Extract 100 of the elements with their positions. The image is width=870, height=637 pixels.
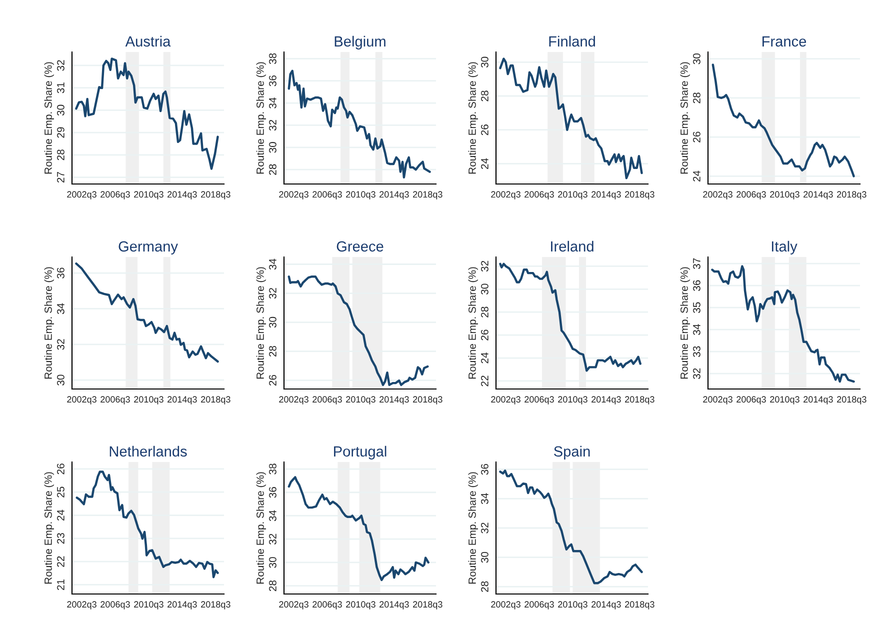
x-tick-label: 2014q3: [168, 191, 197, 200]
y-axis-title: Routine Emp. Share (%): [680, 62, 690, 174]
x-tick-label: 2002q3: [67, 601, 96, 610]
y-tick-label: 21: [57, 579, 64, 590]
y-tick-label: 26: [481, 330, 488, 340]
y-axis-title: Routine Emp. Share (%): [468, 62, 478, 174]
x-tick-label: 2006q3: [524, 601, 554, 610]
y-tick-label: 24: [57, 510, 64, 521]
y-tick-label: 32: [481, 260, 488, 272]
x-tick-label: 2006q3: [736, 191, 766, 200]
x-tick-label: 2010q3: [558, 601, 588, 610]
y-axis-title: Routine Emp. Share (%): [256, 267, 266, 379]
y-tick-label: 24: [481, 352, 488, 364]
y-tick-label: 25: [57, 486, 64, 498]
line-series: [499, 262, 642, 372]
y-tick-label: 26: [269, 374, 276, 386]
y-tick-label: 22: [57, 556, 64, 567]
x-tick-label: 2010q3: [558, 191, 588, 200]
y-tick-label: 26: [57, 464, 64, 474]
y-tick-label: 26: [693, 132, 700, 142]
y-tick-label: 28: [481, 306, 488, 318]
x-tick-label: 2018q3: [201, 191, 230, 200]
y-tick-label: 28: [481, 581, 488, 592]
line-series: [712, 64, 855, 178]
y-tick-label: 30: [481, 284, 488, 295]
x-tick-label: 2002q3: [491, 191, 520, 200]
y-tick-label: 27: [57, 172, 64, 183]
y-axis-title: Routine Emp. Share (%): [680, 267, 690, 379]
y-tick-label: 38: [269, 53, 276, 64]
x-tick-label: 2010q3: [134, 601, 164, 610]
y-axis-title: Routine Emp. Share (%): [44, 62, 54, 174]
x-tick-label: 2006q3: [312, 191, 342, 200]
x-tick-label: 2010q3: [770, 396, 800, 404]
x-tick-label: 2010q3: [134, 396, 164, 404]
y-tick-label: 28: [269, 346, 276, 357]
y-tick-label: 34: [269, 510, 276, 522]
line-series: [288, 275, 429, 386]
x-tick-label: 2014q3: [380, 396, 409, 404]
x-tick-label: 2014q3: [804, 191, 833, 200]
chart-title: France: [762, 36, 806, 47]
y-tick-label: 36: [57, 268, 64, 278]
x-tick-label: 2006q3: [100, 191, 130, 200]
x-tick-label: 2018q3: [625, 191, 654, 200]
line-series: [711, 265, 855, 383]
y-tick-label: 26: [481, 124, 488, 136]
y-tick-label: 32: [269, 534, 276, 544]
x-tick-label: 2014q3: [592, 191, 621, 200]
y-tick-label: 36: [269, 76, 276, 86]
x-tick-label: 2018q3: [625, 396, 654, 404]
x-tick-label: 2014q3: [168, 601, 197, 610]
y-axis-title: Routine Emp. Share (%): [256, 62, 266, 174]
y-tick-label: 32: [481, 522, 488, 534]
y-tick-label: 28: [693, 92, 700, 104]
x-tick-label: 2002q3: [67, 396, 96, 404]
x-tick-label: 2006q3: [312, 601, 342, 610]
x-tick-label: 2010q3: [346, 191, 376, 200]
y-tick-label: 28: [269, 164, 276, 175]
chart-title: Spain: [554, 446, 590, 460]
y-tick-label: 30: [269, 316, 276, 328]
y-tick-label: 28: [481, 90, 488, 102]
chart-title: Portugal: [334, 446, 386, 460]
y-tick-label: 36: [269, 487, 276, 498]
x-tick-label: 2006q3: [524, 396, 554, 404]
x-tick-label: 2006q3: [736, 396, 766, 404]
y-tick-label: 34: [693, 324, 700, 335]
x-tick-label: 2014q3: [592, 396, 621, 404]
x-tick-label: 2014q3: [168, 396, 197, 404]
x-tick-label: 2018q3: [413, 601, 442, 610]
y-tick-label: 33: [693, 346, 700, 357]
line-series: [288, 476, 430, 582]
y-axis-title: Routine Emp. Share (%): [468, 267, 478, 379]
x-tick-label: 2010q3: [770, 191, 800, 200]
y-tick-label: 28: [57, 150, 64, 160]
x-tick-label: 2010q3: [346, 601, 376, 610]
y-tick-label: 28: [269, 580, 276, 592]
x-tick-label: 2014q3: [804, 396, 833, 404]
x-tick-label: 2014q3: [380, 601, 409, 610]
y-tick-label: 38: [269, 464, 276, 474]
x-tick-label: 2002q3: [279, 191, 308, 200]
y-axis-title: Routine Emp. Share (%): [44, 472, 54, 584]
y-tick-label: 24: [693, 170, 700, 182]
y-tick-label: 32: [57, 339, 64, 350]
y-tick-label: 30: [57, 374, 64, 386]
y-tick-label: 37: [693, 258, 700, 269]
y-tick-label: 34: [481, 493, 488, 504]
x-tick-label: 2002q3: [491, 601, 520, 610]
y-tick-label: 23: [57, 533, 64, 544]
x-tick-label: 2002q3: [279, 396, 308, 404]
chart-title: Germany: [118, 241, 178, 254]
x-tick-label: 2006q3: [100, 601, 130, 610]
y-axis-title: Routine Emp. Share (%): [44, 267, 54, 379]
y-tick-label: 32: [269, 288, 276, 299]
y-tick-label: 29: [57, 127, 64, 138]
chart-title: Belgium: [334, 36, 386, 50]
y-tick-label: 34: [269, 98, 276, 108]
y-tick-label: 32: [693, 368, 700, 379]
x-tick-label: 2002q3: [67, 191, 96, 200]
x-tick-label: 2006q3: [524, 191, 554, 200]
x-tick-label: 2018q3: [625, 601, 654, 610]
x-tick-label: 2002q3: [491, 396, 520, 404]
